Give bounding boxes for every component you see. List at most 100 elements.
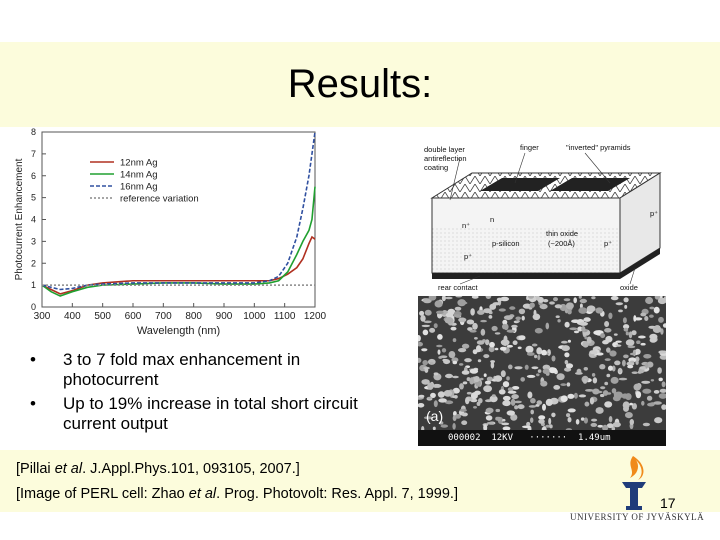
legend-label: reference variation bbox=[120, 194, 199, 205]
sem-particle bbox=[586, 305, 596, 313]
label-p-plus: p⁺ bbox=[650, 209, 658, 218]
sem-particle bbox=[494, 332, 501, 335]
sem-particle bbox=[469, 329, 477, 333]
sem-particle bbox=[537, 354, 541, 361]
sem-particle bbox=[498, 389, 506, 395]
sem-particle bbox=[661, 404, 666, 410]
sem-particle bbox=[595, 307, 603, 314]
label-thin-oxide: thin oxide bbox=[546, 229, 578, 238]
sem-particle bbox=[537, 369, 542, 373]
sem-particle bbox=[582, 341, 589, 348]
sem-particle bbox=[421, 324, 430, 328]
sem-particles bbox=[418, 296, 666, 433]
label-n: n bbox=[490, 215, 494, 224]
sem-particle bbox=[514, 366, 523, 370]
sem-particle bbox=[653, 306, 660, 314]
sem-particle bbox=[488, 315, 493, 319]
sem-particle bbox=[500, 339, 510, 346]
sem-particle bbox=[497, 416, 501, 422]
sem-particle bbox=[502, 323, 508, 330]
sem-particle bbox=[613, 391, 617, 398]
sem-particle bbox=[604, 328, 612, 333]
sem-particle bbox=[622, 401, 630, 409]
silicon-fill bbox=[432, 228, 620, 273]
legend-label: 12nm Ag bbox=[120, 158, 158, 169]
sem-particle bbox=[440, 424, 448, 428]
sem-particle bbox=[625, 339, 635, 346]
page-number: 17 bbox=[660, 495, 676, 511]
flame-icon bbox=[630, 456, 644, 480]
leader-line bbox=[449, 157, 461, 201]
x-tick-label: 300 bbox=[34, 311, 51, 322]
sem-particle bbox=[615, 344, 622, 347]
sem-particle bbox=[589, 350, 598, 355]
sem-particle bbox=[459, 363, 464, 366]
sem-particle bbox=[502, 400, 511, 407]
sem-particle bbox=[506, 344, 513, 348]
sem-particle bbox=[506, 329, 516, 333]
sem-particle bbox=[530, 398, 536, 404]
sem-particle bbox=[604, 381, 609, 386]
sem-particle bbox=[547, 349, 551, 356]
sem-particle bbox=[606, 373, 611, 378]
sem-particle bbox=[549, 301, 555, 305]
leader-line bbox=[629, 267, 636, 285]
sem-particle bbox=[495, 408, 501, 413]
sem-particle bbox=[476, 345, 482, 353]
sem-particle bbox=[491, 394, 496, 398]
sem-particle bbox=[522, 425, 531, 429]
torch-bowl-icon bbox=[622, 482, 646, 488]
sem-particle bbox=[483, 424, 488, 432]
sem-particle bbox=[465, 397, 470, 405]
sem-particle bbox=[438, 398, 447, 403]
sem-particle bbox=[623, 327, 629, 332]
sem-particle bbox=[444, 317, 454, 324]
sem-particle bbox=[580, 417, 585, 421]
sem-particle bbox=[538, 419, 545, 424]
sem-particle bbox=[443, 390, 453, 397]
sem-particle bbox=[654, 417, 663, 424]
sem-particle bbox=[526, 374, 536, 378]
sem-particle bbox=[549, 424, 553, 429]
sem-particle bbox=[418, 341, 423, 347]
sem-particle bbox=[658, 377, 663, 382]
sem-particle bbox=[589, 397, 595, 405]
sem-particle bbox=[418, 335, 421, 342]
x-tick-label: 800 bbox=[185, 311, 202, 322]
sem-particle bbox=[623, 297, 629, 303]
label-rear-contact: rear contact bbox=[438, 283, 479, 292]
sem-particle bbox=[452, 395, 457, 398]
sem-particle bbox=[571, 319, 580, 323]
sem-particle bbox=[469, 368, 479, 374]
y-tick-label: 8 bbox=[31, 127, 36, 137]
sem-particle bbox=[633, 317, 643, 321]
sem-particle bbox=[458, 317, 467, 323]
sem-particle bbox=[476, 340, 485, 345]
sem-particle bbox=[627, 365, 634, 369]
sem-particle bbox=[625, 331, 629, 336]
sem-particle bbox=[507, 390, 517, 394]
sem-particle bbox=[477, 359, 482, 363]
sem-particle bbox=[483, 385, 492, 393]
sem-particle bbox=[421, 348, 428, 352]
sem-particle bbox=[526, 352, 535, 356]
slide-title: Results: bbox=[287, 62, 433, 106]
sem-particle bbox=[428, 296, 437, 301]
y-tick-label: 4 bbox=[31, 215, 36, 225]
sem-particle bbox=[551, 355, 556, 362]
sem-particle bbox=[561, 345, 570, 352]
sem-particle bbox=[553, 297, 558, 302]
label-oxide-thickness: (~200Å) bbox=[548, 239, 575, 248]
sem-particle bbox=[502, 381, 510, 388]
reference-2: [Image of PERL cell: Zhao et al. Prog. P… bbox=[16, 482, 458, 507]
sem-particle bbox=[429, 361, 434, 365]
sem-particle bbox=[506, 410, 515, 416]
sem-particle bbox=[541, 349, 547, 356]
sem-particle bbox=[567, 393, 575, 399]
sem-particle bbox=[584, 401, 590, 407]
sem-particle bbox=[418, 357, 422, 363]
sem-particle bbox=[641, 380, 651, 384]
sem-particle bbox=[579, 321, 588, 326]
sem-particle bbox=[615, 302, 623, 306]
sem-particle bbox=[466, 319, 475, 325]
